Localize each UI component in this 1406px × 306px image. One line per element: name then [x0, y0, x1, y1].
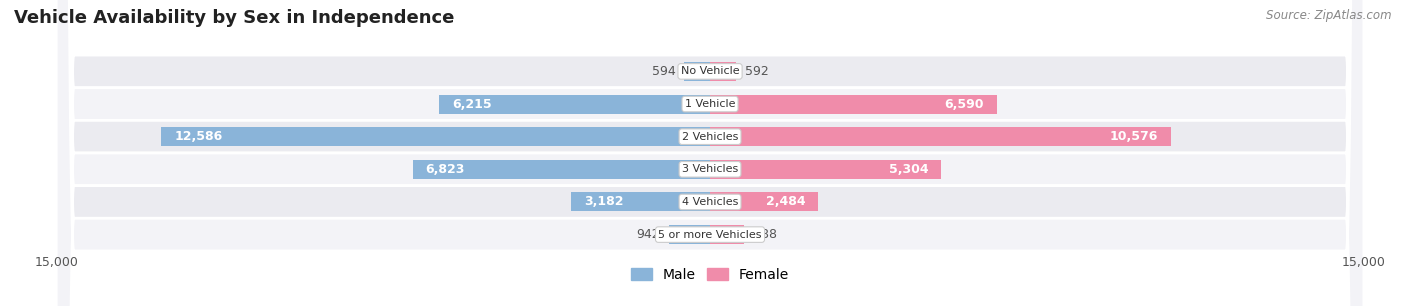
Text: 3 Vehicles: 3 Vehicles: [682, 164, 738, 174]
FancyBboxPatch shape: [56, 0, 1364, 306]
Text: 5 or more Vehicles: 5 or more Vehicles: [658, 230, 762, 240]
Text: 1 Vehicle: 1 Vehicle: [685, 99, 735, 109]
Text: 6,590: 6,590: [945, 98, 984, 110]
Text: 2,484: 2,484: [766, 196, 806, 208]
Bar: [710, 95, 997, 114]
Bar: [669, 225, 710, 244]
Text: 10,576: 10,576: [1109, 130, 1159, 143]
Bar: [412, 160, 710, 179]
FancyBboxPatch shape: [56, 0, 1364, 306]
Text: 4 Vehicles: 4 Vehicles: [682, 197, 738, 207]
Text: 942: 942: [637, 228, 661, 241]
Legend: Male, Female: Male, Female: [626, 262, 794, 287]
Bar: [685, 62, 710, 81]
Bar: [710, 192, 818, 211]
FancyBboxPatch shape: [56, 0, 1364, 306]
Text: 12,586: 12,586: [174, 130, 222, 143]
FancyBboxPatch shape: [56, 0, 1364, 306]
FancyBboxPatch shape: [56, 0, 1364, 306]
FancyBboxPatch shape: [56, 0, 1364, 306]
Text: 592: 592: [745, 65, 768, 78]
Text: 2 Vehicles: 2 Vehicles: [682, 132, 738, 142]
Bar: [571, 192, 710, 211]
Text: Vehicle Availability by Sex in Independence: Vehicle Availability by Sex in Independe…: [14, 9, 454, 27]
Text: No Vehicle: No Vehicle: [681, 66, 740, 76]
Text: 594: 594: [651, 65, 675, 78]
Bar: [710, 127, 1171, 146]
Text: 6,215: 6,215: [453, 98, 492, 110]
Text: 6,823: 6,823: [426, 163, 465, 176]
Bar: [710, 225, 744, 244]
Text: Source: ZipAtlas.com: Source: ZipAtlas.com: [1267, 9, 1392, 22]
Text: 3,182: 3,182: [585, 196, 624, 208]
Bar: [710, 62, 735, 81]
Bar: [162, 127, 710, 146]
Text: 788: 788: [754, 228, 778, 241]
Bar: [710, 160, 941, 179]
Bar: [439, 95, 710, 114]
Text: 5,304: 5,304: [889, 163, 928, 176]
